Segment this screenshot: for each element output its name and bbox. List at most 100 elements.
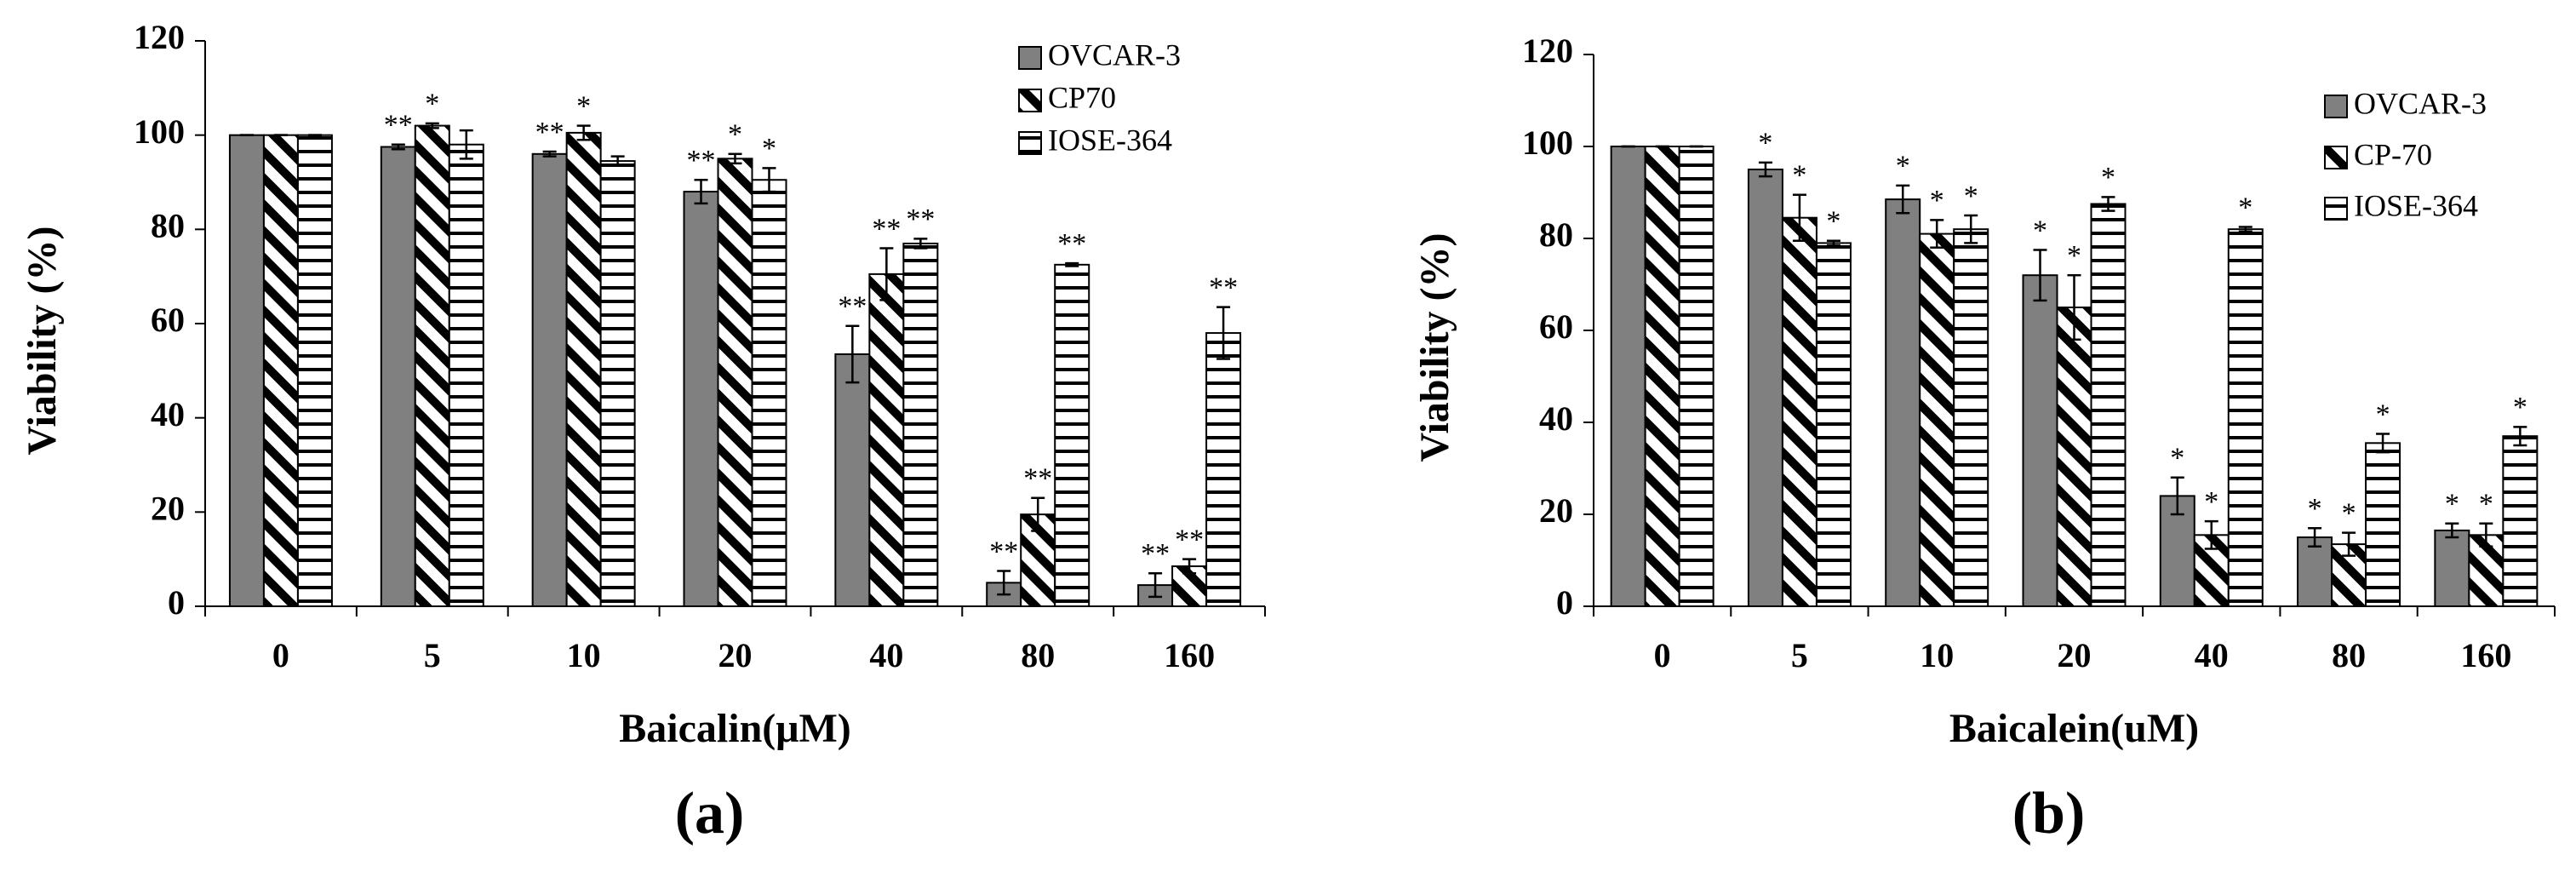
- x-tick-label: 80: [1021, 636, 1055, 674]
- significance-mark: *: [2342, 497, 2356, 529]
- legend-swatch: [1018, 46, 1042, 70]
- significance-mark: **: [384, 110, 413, 141]
- significance-mark: *: [576, 90, 591, 122]
- legend-swatch: [1018, 131, 1042, 155]
- x-tick-label: 20: [718, 636, 753, 674]
- bar: [380, 146, 416, 607]
- significance-mark: *: [1758, 128, 1772, 159]
- bar: [751, 179, 787, 607]
- error-bar: [1758, 161, 1772, 178]
- significance-mark: **: [1057, 228, 1086, 260]
- significance-mark: *: [2101, 162, 2115, 193]
- error-bar: [2238, 226, 2253, 233]
- error-bar: [2033, 249, 2047, 302]
- significance-mark: *: [1826, 205, 1840, 237]
- error-bar: [2101, 196, 2115, 212]
- bar: [1781, 216, 1818, 607]
- bar: [2022, 274, 2058, 607]
- x-tick-label: 0: [272, 636, 289, 674]
- significance-mark: *: [2376, 399, 2390, 430]
- error-bar: [1964, 214, 1978, 244]
- y-tick-label: 120: [134, 18, 185, 56]
- significance-mark: *: [2513, 392, 2527, 423]
- significance-mark: *: [2479, 489, 2493, 520]
- y-tick-label: 80: [1539, 215, 1573, 254]
- legend-swatch: [2324, 95, 2348, 118]
- x-tick-label: 10: [567, 636, 601, 674]
- legend-label: IOSE-364: [1048, 123, 1172, 157]
- legend-label: OVCAR-3: [2354, 86, 2487, 120]
- y-tick-label: 60: [1539, 307, 1573, 346]
- significance-mark: *: [2033, 215, 2047, 246]
- significance-mark: *: [2067, 240, 2081, 272]
- y-axis-title: Viability (%): [1412, 233, 1457, 462]
- x-tick-label: 40: [2195, 636, 2229, 674]
- error-bar: [610, 155, 625, 167]
- bar: [683, 191, 719, 607]
- significance-mark: **: [1141, 538, 1170, 570]
- error-bar: [2170, 476, 2184, 516]
- y-axis-title: Viability (%): [20, 227, 65, 456]
- error-bar: [391, 143, 405, 151]
- significance-mark: *: [1792, 159, 1806, 191]
- x-tick-label: 160: [1164, 636, 1215, 674]
- x-axis-title: Baicalin(μM): [619, 706, 851, 751]
- legend-label: CP-70: [2354, 137, 2432, 171]
- error-bar: [694, 178, 708, 205]
- error-bar: [2445, 522, 2459, 539]
- significance-mark: **: [1175, 524, 1204, 555]
- error-bar: [1896, 184, 1910, 215]
- bar: [296, 134, 333, 607]
- error-bar: [459, 129, 473, 160]
- bar: [1054, 263, 1091, 607]
- bar: [2056, 307, 2092, 607]
- y-tick-label: 100: [1522, 123, 1573, 162]
- legend-label: IOSE-364: [2354, 188, 2478, 222]
- bar: [599, 160, 636, 608]
- bar: [1610, 146, 1646, 607]
- bar: [1953, 228, 1989, 607]
- error-bar: [1182, 558, 1197, 575]
- bar: [262, 134, 299, 607]
- y-tick-label: 0: [1556, 583, 1573, 622]
- significance-mark: **: [838, 291, 867, 323]
- significance-mark: *: [1930, 185, 1944, 216]
- y-tick-label: 120: [1522, 32, 1573, 70]
- x-tick-label: 5: [424, 636, 441, 674]
- bar: [565, 131, 602, 607]
- error-bar: [1148, 572, 1163, 599]
- y-tick-label: 60: [151, 301, 185, 339]
- x-tick-label: 40: [869, 636, 903, 674]
- bar: [448, 143, 484, 607]
- x-tick-label: 0: [1654, 636, 1671, 674]
- error-bar: [2342, 531, 2356, 557]
- significance-mark: *: [1896, 151, 1910, 182]
- bar: [1205, 332, 1242, 607]
- bar: [834, 353, 871, 607]
- bar: [717, 158, 753, 608]
- significance-mark: *: [2445, 489, 2459, 520]
- x-tick-label: 10: [1920, 636, 1954, 674]
- bar: [1644, 146, 1680, 607]
- error-bar: [728, 152, 742, 165]
- significance-mark: **: [872, 213, 901, 244]
- significance-mark: *: [762, 133, 776, 164]
- error-bar: [425, 122, 439, 129]
- legend-label: CP70: [1048, 80, 1116, 114]
- error-bar: [2204, 519, 2218, 550]
- y-tick-label: 100: [134, 112, 185, 151]
- error-bar: [913, 238, 928, 249]
- error-bar: [1792, 193, 1806, 242]
- significance-mark: *: [2170, 443, 2184, 474]
- bar: [2297, 536, 2333, 607]
- bar: [531, 152, 568, 608]
- x-tick-label: 160: [2460, 636, 2511, 674]
- bar: [2365, 442, 2401, 607]
- x-tick-label: 80: [2332, 636, 2366, 674]
- bar: [1885, 198, 1921, 607]
- y-tick-label: 40: [151, 395, 185, 433]
- error-bar: [1031, 496, 1045, 532]
- legend-label: OVCAR-3: [1048, 37, 1181, 72]
- significance-mark: **: [989, 536, 1018, 567]
